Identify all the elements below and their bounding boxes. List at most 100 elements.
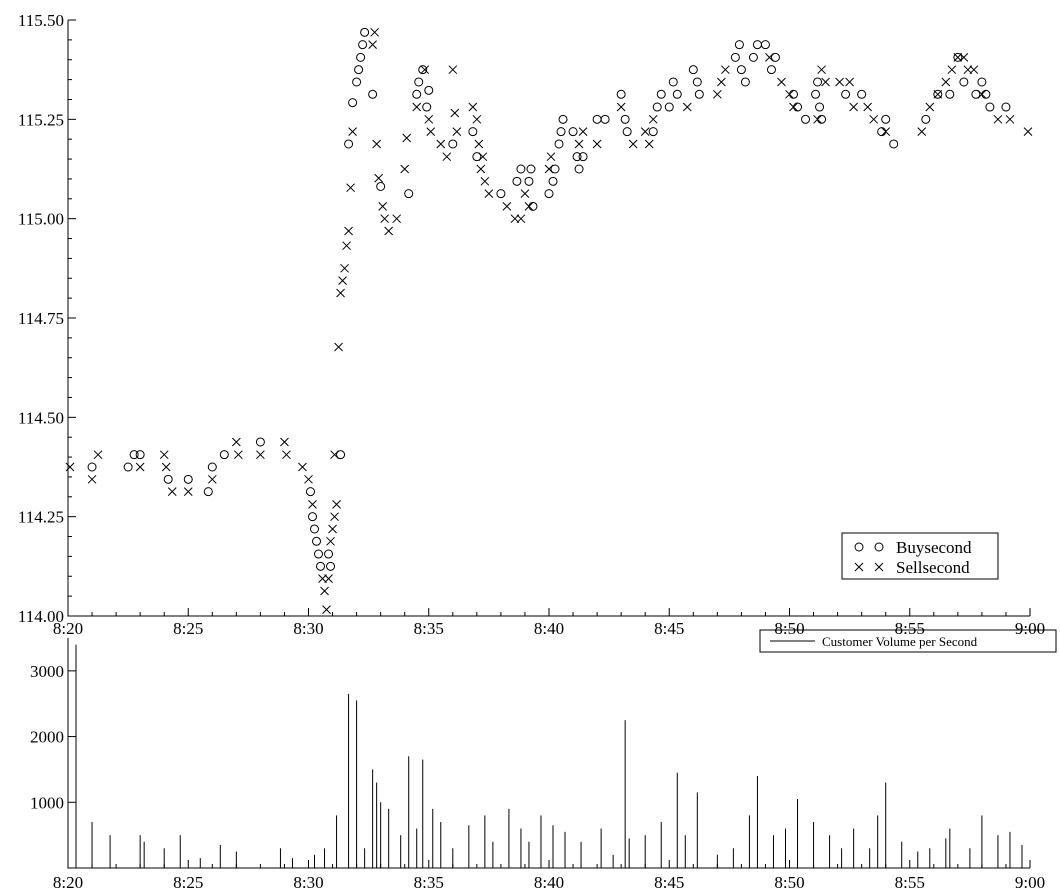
sell-point [336, 288, 345, 298]
sell-point [280, 437, 289, 447]
volume-legend: Customer Volume per Second [759, 629, 1057, 653]
sell-point [813, 114, 822, 124]
buy-point [163, 474, 173, 484]
sell-point [380, 214, 390, 224]
sell-point [484, 189, 494, 198]
sell-point [330, 450, 339, 460]
buy-point [183, 474, 193, 484]
buy-point [933, 89, 943, 99]
buy-point [770, 52, 780, 62]
sell-point [282, 450, 291, 460]
sell-point [977, 89, 987, 99]
buy-point [877, 127, 887, 137]
legend-buy-marker-1 [854, 542, 864, 552]
buy-point [748, 52, 758, 62]
buy-point [921, 114, 931, 124]
scatter-x-tick-label: 8:55 [895, 619, 925, 638]
sell-point [346, 183, 355, 193]
sell-point [304, 474, 313, 484]
legend-buy-label: Buysecond [896, 538, 972, 557]
volume-marks [75, 644, 1023, 868]
scatter-panel: 114.00 114.25 114.50 114.75 115.00 115.25 115.… [18, 11, 1045, 638]
buy-point [448, 139, 458, 149]
buy-point [496, 189, 506, 199]
sell-point [592, 139, 602, 149]
buy-point [801, 114, 811, 124]
buy-point [472, 152, 482, 162]
sell-point [93, 450, 103, 460]
volume-x-tick-label: 8:30 [293, 873, 323, 892]
buy-point [981, 89, 991, 99]
buy-point [600, 114, 610, 124]
sell-point [869, 114, 879, 124]
buy-point [652, 102, 662, 112]
sell-point [320, 586, 329, 596]
sell-point [400, 164, 410, 174]
scatter-y-tick-label: 114.75 [18, 309, 64, 328]
buy-point [766, 65, 776, 75]
buy-point [336, 450, 346, 460]
buy-point [622, 127, 632, 137]
scatter-y-tick-label: 114.25 [18, 508, 64, 527]
buy-point [358, 40, 368, 50]
sell-point [340, 263, 349, 273]
sell-point [392, 214, 402, 224]
sell-point [332, 499, 341, 509]
sell-point [328, 524, 337, 534]
volume-x-tick-label: 9:00 [1015, 873, 1045, 892]
sell-point [448, 65, 458, 75]
sell-point [326, 536, 335, 546]
sell-point [993, 114, 1003, 124]
buy-point [574, 164, 584, 174]
buy-point [760, 40, 770, 50]
sell-point [845, 77, 854, 87]
sell-point [578, 127, 588, 137]
buy-point [620, 114, 630, 124]
buy-point [813, 77, 823, 87]
sell-point [863, 102, 873, 112]
volume-x-tick-label: 8:35 [414, 873, 444, 892]
volume-legend-box [759, 629, 1057, 653]
legend-sell-marker-2 [874, 562, 884, 572]
sell-point [450, 108, 460, 118]
sell-point [789, 102, 798, 112]
volume-x-tick-label: 8:45 [654, 873, 684, 892]
scatter-y-tick-label: 115.50 [18, 11, 64, 30]
buy-point [736, 65, 746, 75]
sell-point [452, 127, 462, 137]
buy-point [526, 164, 536, 174]
sell-point [640, 127, 650, 137]
sell-point [161, 462, 171, 472]
sell-point [324, 574, 333, 584]
sell-point [925, 102, 935, 112]
sell-point [298, 462, 307, 472]
scatter-y-tick-label: 114.50 [18, 408, 64, 427]
scatter-x-tick-label: 8:20 [53, 619, 83, 638]
volume-x-tick-label: 8:40 [534, 873, 564, 892]
scatter-x-tick-label: 9:00 [1015, 619, 1045, 638]
sell-point [817, 65, 826, 75]
volume-y-tick-label: 2000 [30, 728, 64, 747]
sell-point [917, 127, 927, 137]
sell-point [969, 65, 979, 75]
scatter-x-axis: 8:20 8:25 8:30 8:35 8:40 8:45 8:50 8:55 9:00 [53, 608, 1045, 638]
buy-point [668, 77, 678, 87]
sell-point [342, 241, 351, 251]
volume-x-tick-label: 8:55 [895, 873, 925, 892]
sell-point [544, 164, 554, 174]
sell-point [308, 499, 317, 509]
buy-point [672, 89, 682, 99]
sell-point [821, 77, 830, 87]
sell-point [628, 139, 638, 149]
sell-point [881, 127, 891, 137]
volume-y-tick-label: 3000 [30, 662, 64, 681]
scatter-x-tick-label: 8:25 [173, 619, 203, 638]
buy-point [568, 127, 578, 137]
sell-point [424, 114, 434, 124]
buy-point [368, 89, 378, 99]
sell-point [183, 487, 193, 496]
buy-point [135, 450, 145, 460]
scatter-x-tick-label: 8:35 [414, 619, 444, 638]
buy-point [953, 52, 963, 62]
